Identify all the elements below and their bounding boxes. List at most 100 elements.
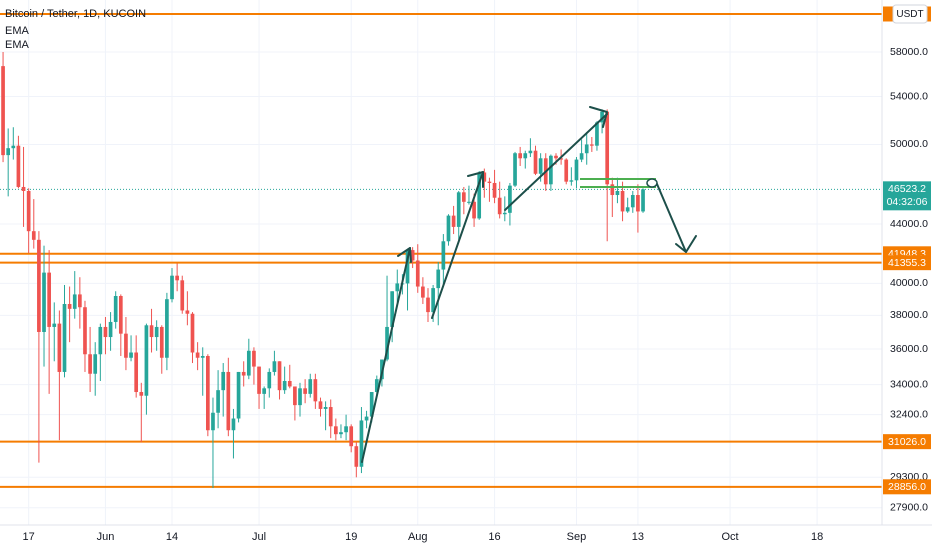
candle-body [334, 426, 338, 435]
y-tick-label: 27900.0 [890, 502, 928, 514]
candle-body [385, 326, 389, 360]
candle-body [508, 185, 512, 213]
currency-button[interactable]: USDT [892, 4, 928, 24]
candle-body [6, 148, 11, 156]
candle-body [308, 379, 313, 394]
countdown-label: 04:32:06 [887, 196, 928, 208]
x-tick-label: 17 [23, 531, 35, 543]
candle-body [298, 388, 302, 406]
arrow-head [675, 235, 697, 253]
candle-body [72, 294, 77, 309]
x-tick-label: Sep [567, 531, 587, 543]
candle-body [605, 111, 610, 185]
candle-body [190, 313, 195, 353]
candle-body [252, 350, 256, 367]
candle-body [221, 371, 226, 391]
candle-body [595, 122, 599, 146]
candle-body [477, 172, 482, 219]
candle-body [211, 412, 215, 431]
chart-title: Bitcoin / Tether, 1D, KUCOIN [5, 8, 146, 20]
y-tick-label: 34000.0 [890, 378, 928, 390]
candle-body [226, 371, 231, 431]
candle-body [549, 155, 553, 185]
candle-body [415, 260, 420, 287]
level-label: 41948.3 [888, 248, 926, 260]
x-tick-label: 19 [345, 531, 357, 543]
candle-body [129, 352, 133, 358]
candle-body [159, 326, 164, 358]
indicator-label: EMA [5, 39, 30, 51]
candle-body [26, 190, 31, 232]
projection-line [656, 183, 687, 253]
candle-body [600, 111, 604, 123]
y-tick-label: 40000.0 [890, 277, 928, 289]
candle-body [287, 380, 292, 387]
currency-button-box[interactable] [892, 4, 928, 24]
candle-body [569, 180, 574, 182]
candle-body [421, 286, 425, 298]
candle-body [303, 388, 307, 394]
candle-body [262, 388, 267, 394]
candle-body [31, 231, 36, 240]
currency-label[interactable]: USDT [896, 9, 923, 20]
candle-body [149, 325, 154, 338]
x-tick-label: 18 [811, 531, 823, 543]
candle-body [589, 144, 594, 146]
trend-line [431, 171, 484, 319]
candle-body [431, 288, 435, 313]
candle-body [538, 158, 543, 174]
candle-body [236, 371, 241, 419]
candle-body [313, 379, 318, 402]
candle-body [492, 182, 497, 198]
level-label-box [883, 479, 931, 495]
candle-body [216, 390, 220, 413]
candle-body [625, 207, 630, 212]
candle-body [339, 432, 343, 435]
candle-body [108, 321, 113, 338]
candle-body [206, 356, 210, 431]
candle-body [323, 407, 328, 409]
candle-body [564, 159, 569, 182]
candle-body [374, 379, 379, 393]
candle-body [533, 150, 538, 174]
trend-line [504, 113, 608, 211]
candle-body [436, 269, 441, 289]
candle-body [200, 356, 205, 358]
candle-body [410, 250, 415, 261]
candle-body [134, 352, 139, 393]
candle-body [636, 195, 640, 212]
candle-body [349, 426, 354, 447]
candle-body [98, 326, 103, 355]
x-tick-label: Jul [252, 531, 266, 543]
drawings [361, 106, 697, 463]
candle-body [574, 159, 579, 181]
candle-body [441, 241, 446, 270]
candle-body [502, 212, 507, 215]
candle-body [57, 323, 62, 372]
arrow-head [397, 247, 412, 263]
y-tick-label: 44000.0 [890, 218, 928, 230]
candle-body [554, 155, 558, 159]
candle-body [282, 380, 287, 391]
candle-body [487, 181, 492, 183]
last-price-label: 46523.2 [888, 183, 926, 195]
candle-body [293, 386, 297, 406]
last-price-box [883, 181, 931, 211]
candle-body [584, 144, 589, 154]
y-tick-label: 32400.0 [890, 408, 928, 420]
arrow-head [467, 171, 484, 188]
candle-body [118, 296, 123, 334]
level-label: 31026.0 [888, 436, 926, 448]
candle-body [523, 153, 528, 159]
candle-body [11, 145, 16, 149]
candle-body [246, 350, 251, 376]
level-label: 28856.0 [888, 481, 926, 493]
y-tick-label: 36000.0 [890, 343, 928, 355]
y-tick-label: 54000.0 [890, 90, 928, 102]
candle-body [113, 296, 118, 322]
candle-body [93, 354, 98, 374]
candle-body [472, 201, 476, 219]
